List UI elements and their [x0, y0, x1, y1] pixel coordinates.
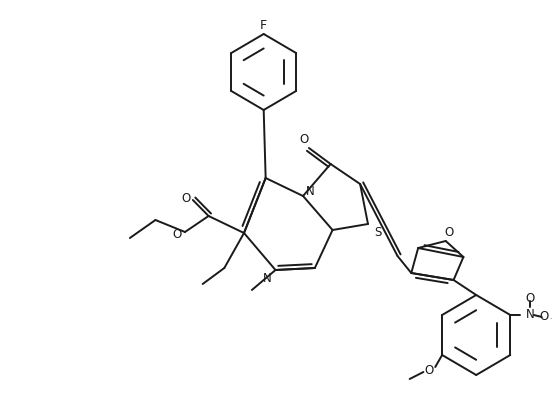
Text: S: S [374, 226, 381, 239]
Text: N: N [306, 184, 314, 198]
Text: O: O [424, 363, 434, 376]
Text: O: O [172, 228, 182, 241]
Text: F: F [260, 19, 267, 32]
Text: O: O [526, 293, 534, 305]
Text: O: O [539, 310, 548, 322]
Text: ⁻: ⁻ [549, 316, 552, 325]
Text: N: N [263, 271, 272, 284]
Text: O: O [182, 192, 190, 205]
Text: O: O [444, 226, 453, 239]
Text: O: O [299, 132, 309, 145]
Text: N: N [526, 308, 534, 322]
